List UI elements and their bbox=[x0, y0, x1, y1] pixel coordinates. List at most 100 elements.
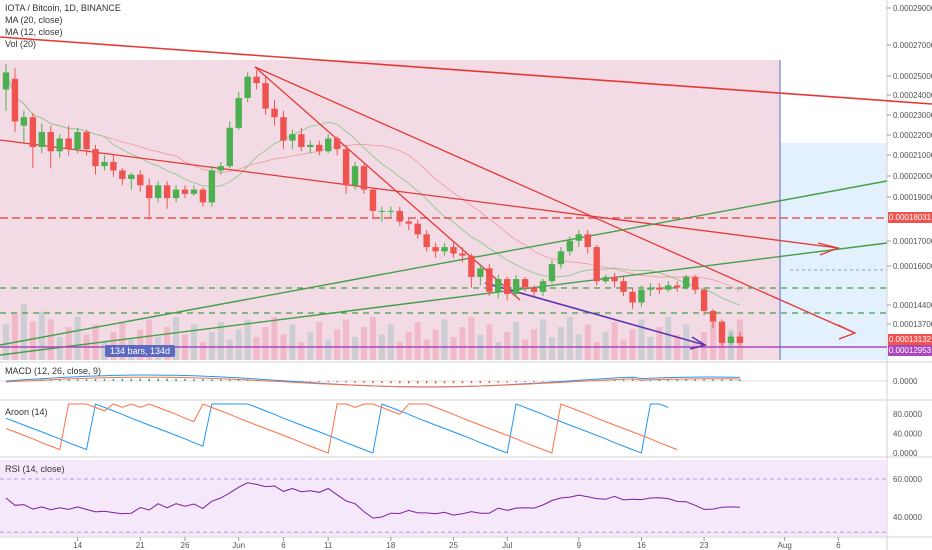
range-measure-label: 134 bars, 134d bbox=[105, 345, 176, 357]
volume-bar bbox=[513, 322, 520, 360]
candle-body bbox=[611, 276, 618, 282]
rsi-title[interactable]: RSI (14, close) bbox=[5, 464, 65, 474]
legend-vol[interactable]: Vol (20) bbox=[5, 39, 37, 49]
candle-body bbox=[468, 255, 475, 277]
volume-bar bbox=[29, 321, 36, 360]
candle-body bbox=[539, 281, 547, 292]
candle-body bbox=[83, 132, 90, 150]
volume-bar bbox=[244, 319, 251, 360]
price-axis-label: 0.00025000 bbox=[893, 72, 932, 81]
legend-ma12[interactable]: MA (12, close) bbox=[5, 27, 63, 37]
symbol-title[interactable]: IOTA / Bitcoin, 1D, BINANCE bbox=[5, 3, 121, 13]
candle-body bbox=[47, 132, 54, 152]
volume-bar bbox=[387, 324, 394, 360]
candle-body bbox=[709, 311, 717, 322]
candle-body bbox=[486, 268, 493, 292]
aroon-series-0 bbox=[5, 403, 669, 454]
candle-body bbox=[235, 97, 242, 128]
legend-ma20[interactable]: MA (20, close) bbox=[5, 15, 63, 25]
candle-body bbox=[146, 185, 153, 199]
candle-body bbox=[495, 279, 502, 292]
candle-body bbox=[691, 276, 699, 290]
candle-body bbox=[414, 223, 421, 235]
ma12-line bbox=[5, 72, 741, 306]
aroon-axis-label: 40.0000 bbox=[893, 429, 922, 438]
price-axis-label: 0.00016000 bbox=[893, 262, 932, 271]
volume-bar bbox=[65, 327, 72, 360]
candle-body bbox=[432, 247, 439, 252]
time-axis-label: Jun bbox=[232, 541, 245, 550]
volume-bar bbox=[298, 342, 305, 360]
time-axis-label: 18 bbox=[386, 541, 395, 550]
volume-bar bbox=[56, 337, 63, 360]
candle-body bbox=[530, 287, 538, 292]
volume-bar bbox=[692, 342, 699, 360]
candle-body bbox=[208, 170, 216, 203]
volume-bar bbox=[710, 322, 717, 360]
candle-body bbox=[557, 251, 565, 265]
candle-body bbox=[369, 189, 377, 211]
candle-body bbox=[20, 117, 28, 126]
price-axis-label: 0.00013700 bbox=[893, 320, 932, 329]
candle-body bbox=[736, 336, 744, 343]
volume-bar bbox=[450, 337, 457, 360]
time-axis-label: 11 bbox=[324, 541, 333, 550]
price-axis-label: 0.00029000 bbox=[893, 4, 932, 13]
candle-body bbox=[298, 134, 305, 147]
volume-bar bbox=[271, 317, 278, 360]
candle-body bbox=[253, 76, 260, 84]
candle-body bbox=[512, 279, 520, 294]
macd-title[interactable]: MACD (12, 26, close, 9) bbox=[5, 366, 102, 376]
time-axis-label: Aug bbox=[778, 541, 792, 550]
volume-bar bbox=[101, 342, 108, 360]
candle-body bbox=[504, 279, 511, 294]
trendline-red-break bbox=[254, 66, 521, 301]
volume-bar bbox=[164, 327, 171, 360]
candle-body bbox=[683, 276, 690, 288]
time-axis-label: 6 bbox=[836, 541, 841, 550]
volume-bar bbox=[665, 317, 672, 360]
candle-body bbox=[307, 144, 314, 147]
volume-bar bbox=[190, 324, 197, 360]
time-axis-label: 14 bbox=[73, 541, 82, 550]
aroon-series-1 bbox=[5, 403, 678, 454]
volume-bar bbox=[414, 322, 421, 360]
arrow-head-red-2 bbox=[837, 324, 857, 340]
aroon-title[interactable]: Aroon (14) bbox=[5, 407, 48, 417]
candle-body bbox=[172, 189, 180, 199]
volume-bar bbox=[638, 319, 645, 360]
candle-body bbox=[351, 166, 359, 186]
arrow-head-red-1 bbox=[817, 242, 841, 256]
time-axis-label: 26 bbox=[181, 541, 190, 550]
candle-body bbox=[360, 166, 368, 190]
volume-bar bbox=[11, 314, 18, 360]
volume-bar bbox=[495, 342, 502, 360]
candle-body bbox=[280, 117, 287, 141]
candle-body bbox=[566, 240, 574, 252]
price-tag-last: 0.00013132 bbox=[888, 334, 932, 345]
candle-body bbox=[244, 76, 251, 98]
macd-signal-line bbox=[5, 376, 740, 388]
time-axis-label: 9 bbox=[577, 541, 582, 550]
candle-body bbox=[190, 189, 198, 194]
volume-bar bbox=[441, 319, 448, 360]
volume-bar bbox=[20, 304, 27, 360]
volume-bar bbox=[262, 327, 269, 360]
price-axis-label: 0.00019000 bbox=[893, 193, 932, 202]
volume-bar bbox=[396, 342, 403, 360]
candle-body bbox=[450, 247, 457, 254]
time-axis-label: 16 bbox=[637, 541, 646, 550]
volume-bar bbox=[146, 319, 153, 360]
volume-bar bbox=[504, 332, 511, 360]
volume-bar bbox=[199, 342, 206, 360]
volume-bar bbox=[334, 329, 341, 360]
candle-body bbox=[674, 285, 681, 288]
price-axis-label: 0.00020000 bbox=[893, 172, 932, 181]
volume-bar bbox=[361, 327, 367, 360]
candle-body bbox=[620, 281, 627, 292]
price-axis-label: 0.00014400 bbox=[893, 301, 932, 310]
volume-bar bbox=[3, 324, 9, 360]
volume-bar bbox=[629, 329, 636, 360]
